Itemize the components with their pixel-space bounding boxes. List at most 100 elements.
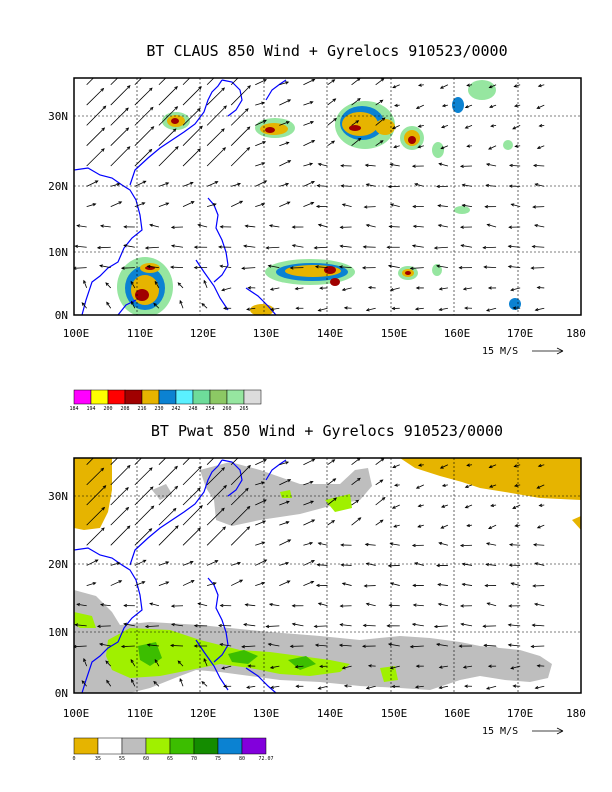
wind-vector	[489, 104, 497, 108]
wind-vector	[106, 680, 112, 687]
wind-vector	[170, 266, 184, 268]
wind-vector-head	[201, 680, 205, 685]
wind-vector-head	[101, 527, 105, 531]
x-tick-label: 160E	[444, 327, 471, 340]
wind-vector-head	[218, 245, 222, 249]
wind-vector	[147, 265, 159, 268]
wind-vector-head	[460, 225, 464, 229]
wind-vector	[182, 466, 202, 486]
wind-vector	[375, 519, 384, 526]
wind-vector-head	[485, 686, 490, 690]
wind-vector-head	[146, 264, 151, 269]
wind-vector-head	[175, 525, 179, 529]
wind-vector	[158, 581, 169, 586]
wind-vector	[436, 643, 448, 647]
wind-vector-head	[165, 581, 170, 585]
wind-vector-head	[489, 104, 493, 109]
wind-vector-head	[460, 244, 465, 248]
wind-vector	[342, 582, 352, 586]
wind-vector-head	[440, 525, 445, 529]
x-tick-label: 110E	[127, 707, 154, 720]
colorbar-label: 254	[205, 406, 214, 412]
wind-vector-head	[438, 665, 443, 669]
wind-vector	[351, 477, 361, 486]
wind-vector	[147, 644, 159, 647]
wind-vector-head	[534, 183, 539, 187]
wind-vector	[484, 266, 497, 268]
wind-vector-head	[199, 446, 202, 449]
wind-vector	[182, 78, 191, 86]
colorbar-swatch	[217, 737, 243, 755]
wind-vector	[440, 464, 449, 469]
wind-vector-head	[125, 448, 128, 451]
wind-vector	[77, 603, 87, 607]
x-tick-label: 150E	[381, 327, 408, 340]
wind-vector-head	[411, 164, 416, 168]
wind-vector-head	[386, 245, 391, 249]
wind-vector-head	[313, 246, 318, 250]
wind-vector-head	[83, 279, 87, 284]
colorbar-label: 248	[188, 406, 197, 412]
wind-vector-head	[438, 541, 443, 546]
wind-vector-head	[130, 659, 134, 663]
wind-vector	[303, 542, 313, 546]
wind-vector-head	[393, 524, 398, 528]
wind-vector-head	[148, 528, 153, 532]
wind-vector-head	[170, 643, 174, 648]
wind-vector-head	[485, 562, 490, 567]
wind-vector-head	[530, 644, 535, 649]
map-area	[74, 446, 581, 693]
wind-vector	[182, 126, 203, 146]
wind-vector-head	[512, 684, 517, 688]
wind-vector-head	[103, 446, 106, 449]
wind-vector-head	[317, 223, 322, 227]
wind-vector	[279, 479, 291, 486]
wind-vector-head	[412, 224, 417, 229]
wind-vector-head	[177, 660, 182, 665]
wind-vector	[182, 182, 194, 187]
wind-vector-head	[267, 264, 272, 268]
wind-vector-head	[510, 288, 515, 292]
wind-vector-head	[458, 266, 463, 270]
wind-vector	[86, 105, 106, 126]
wind-vector	[86, 467, 104, 486]
wind-vector-head	[123, 622, 128, 626]
wind-vector-head	[537, 83, 542, 88]
wind-vector-head	[214, 181, 219, 185]
wind-vector-head	[415, 485, 420, 489]
wind-vector-head	[141, 202, 146, 206]
wind-vector-head	[94, 180, 99, 184]
wind-vector	[206, 181, 218, 187]
wind-vector-head	[263, 119, 267, 123]
wind-vector-head	[440, 125, 445, 129]
wind-vector-head	[246, 447, 249, 450]
wind-vector-head	[126, 85, 131, 89]
wind-vector	[99, 265, 111, 268]
wind-vector	[413, 225, 424, 228]
wind-vector	[106, 302, 112, 309]
wind-vector-head	[199, 505, 203, 509]
wind-vector	[179, 300, 184, 309]
wind-vector-head	[222, 147, 226, 151]
map-frame	[73, 77, 582, 316]
wind-vector-head	[333, 117, 337, 122]
wind-vector	[134, 505, 154, 526]
wind-vector-head	[485, 162, 490, 167]
wind-vector-head	[440, 504, 445, 508]
wind-vector-head	[286, 201, 291, 205]
wind-vector	[342, 204, 352, 208]
colorbar-swatch	[97, 737, 123, 755]
wind-vector-head	[199, 125, 203, 130]
wind-vector	[123, 244, 135, 248]
wind-vector-head	[514, 144, 519, 148]
x-tick-label: 120E	[190, 327, 217, 340]
colorbar-swatch	[73, 389, 92, 405]
wind-vector-head	[365, 308, 370, 312]
wind-vector	[131, 679, 136, 687]
wind-vector	[327, 98, 336, 106]
wind-vector	[255, 481, 265, 486]
wind-vector-head	[462, 287, 467, 291]
wind-vector-head	[239, 579, 244, 583]
x-tick-label: 180	[566, 707, 586, 720]
wind-vector	[270, 307, 280, 311]
